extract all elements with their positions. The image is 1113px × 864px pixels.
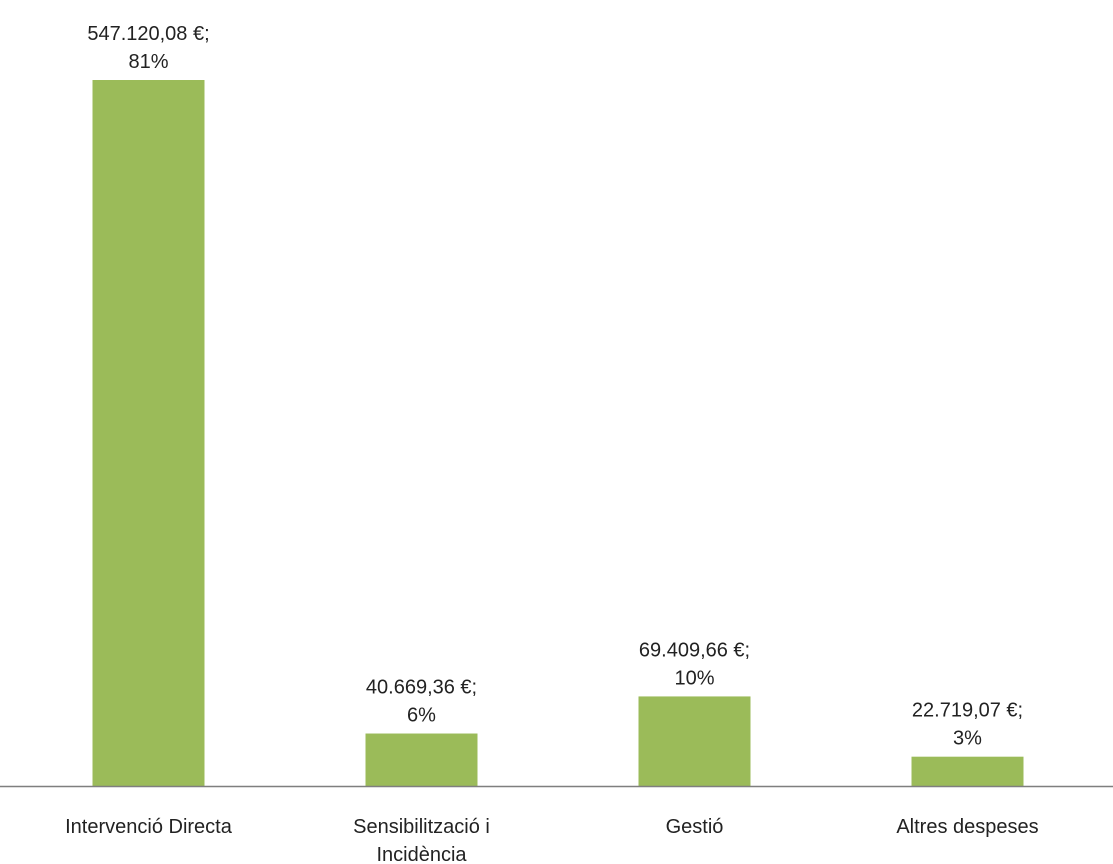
bars-group [92,80,1024,786]
data-label-0-line-0: 547.120,08 €; [87,23,209,45]
bar-2 [638,696,751,786]
bar-3 [911,756,1024,786]
category-label-2-line-0: Gestió [666,816,724,838]
category-label-3-line-0: Altres despeses [896,816,1038,838]
data-label-0-line-1: 81% [128,51,168,73]
data-label-3-line-0: 22.719,07 €; [912,700,1023,722]
category-label-1-line-1: Incidència [376,844,467,864]
data-label-1-line-0: 40.669,36 €; [366,677,477,699]
data-label-2-line-0: 69.409,66 €; [639,639,750,661]
category-label-1-line-0: Sensibilització i [353,816,490,838]
bar-1 [365,733,478,786]
data-label-2-line-1: 10% [674,667,714,689]
data-label-1-line-1: 6% [407,705,436,727]
category-label-0-line-0: Intervenció Directa [65,816,233,838]
data-label-3-line-1: 3% [953,728,982,750]
data-labels-group: 547.120,08 €; 81% 40.669,36 €; 6% 69.409,66 … [87,23,1023,750]
bar-0 [92,80,205,786]
category-labels-group: Intervenció Directa Sensibilització i Inci… [65,816,1039,864]
